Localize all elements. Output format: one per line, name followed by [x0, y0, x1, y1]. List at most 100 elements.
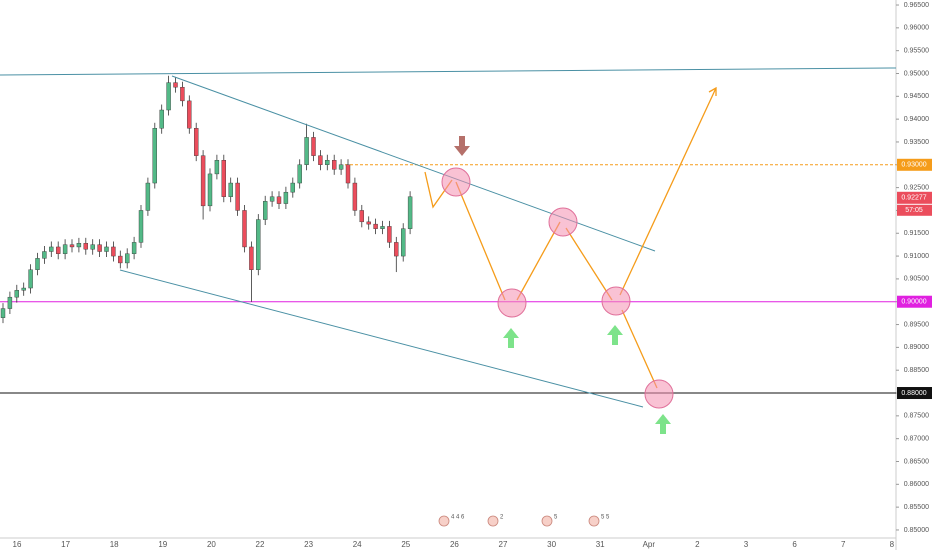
candle-body — [380, 226, 385, 229]
event-label: 4 4 6 — [451, 515, 465, 521]
x-tick-label: 8 — [890, 540, 895, 549]
candle-body — [297, 164, 302, 184]
price-tag — [897, 158, 932, 171]
candle-body — [138, 210, 144, 243]
arrow-head — [708, 86, 717, 96]
candle-body — [56, 246, 61, 254]
candle-body — [332, 160, 337, 170]
countdown-tag — [897, 204, 932, 216]
y-tick-label: 0.87000 — [904, 436, 929, 443]
price-tag-label: 0.93000 — [901, 162, 926, 169]
candle-body — [200, 155, 206, 207]
y-tick-label: 0.95000 — [904, 70, 929, 77]
y-tick-label: 0.93500 — [904, 139, 929, 146]
candle-body — [69, 244, 75, 248]
price-tag-label: 0.88000 — [901, 390, 926, 397]
candle-body — [352, 182, 358, 211]
price-tag — [897, 295, 932, 308]
candle-body — [166, 82, 171, 111]
up-arrow — [503, 328, 519, 348]
candle-body — [111, 246, 116, 257]
target-circle — [441, 167, 471, 197]
arrow-path — [565, 227, 613, 301]
candle-body — [14, 290, 20, 298]
candle-body — [373, 223, 378, 229]
candle-body — [42, 251, 47, 259]
candle-body — [187, 100, 192, 129]
candle-body — [366, 221, 371, 225]
up-arrow — [607, 325, 623, 345]
candle-body — [290, 182, 295, 193]
candle-body — [76, 243, 82, 248]
y-tick-label: 0.95500 — [904, 48, 929, 55]
y-tick-label: 0.89000 — [904, 344, 929, 351]
y-tick-label: 0.91000 — [904, 253, 929, 260]
event-label: 2 — [500, 515, 504, 521]
event-icon — [588, 515, 600, 527]
arrow-path — [516, 221, 561, 301]
candle-body — [145, 182, 151, 211]
y-tick-label: 0.91500 — [904, 230, 929, 237]
last-price-label: 0.92277 — [901, 195, 926, 202]
candle-body — [359, 210, 364, 223]
candle-body — [311, 137, 316, 156]
x-tick-label: 26 — [450, 540, 459, 549]
candle-body — [263, 201, 268, 220]
price-tag — [897, 387, 932, 400]
arrow-path — [621, 309, 658, 389]
candle-body — [269, 196, 275, 202]
target-circle — [548, 207, 578, 237]
candle-body — [407, 196, 413, 229]
candle-body — [90, 244, 95, 250]
candle-body — [318, 155, 323, 165]
y-tick-label: 0.87500 — [904, 413, 929, 420]
candle-body — [124, 253, 130, 264]
y-tick-label: 0.86500 — [904, 458, 929, 465]
candle-body — [131, 242, 137, 254]
trend-line — [119, 269, 644, 408]
x-tick-label: 19 — [158, 540, 167, 549]
event-icon — [438, 515, 450, 527]
x-tick-label: 20 — [207, 540, 216, 549]
event-icon — [487, 515, 499, 527]
x-tick-label: 3 — [744, 540, 749, 549]
trend-line — [0, 67, 897, 76]
x-tick-label: 24 — [353, 540, 362, 549]
y-tick-label: 0.88500 — [904, 367, 929, 374]
candle-body — [159, 109, 164, 129]
event-icon — [541, 515, 553, 527]
candle-body — [214, 160, 220, 175]
candle-body — [62, 244, 68, 254]
countdown-label: 57:05 — [905, 207, 923, 214]
candle-body — [401, 228, 406, 257]
y-tick-label: 0.96500 — [904, 2, 929, 9]
candle-body — [304, 137, 309, 165]
axes: 0.96500 0.96000 0.95500 0.95000 0.94500 0.940… — [13, 2, 932, 549]
x-tick-label: 6 — [792, 540, 797, 549]
x-tick-label: 17 — [61, 540, 70, 549]
candle-body — [394, 242, 399, 257]
candle-body — [152, 128, 158, 184]
candle-body — [276, 196, 282, 204]
x-tick-label: 25 — [401, 540, 410, 549]
candle-body — [228, 182, 233, 197]
candle-body — [325, 160, 330, 165]
candle-body — [104, 246, 109, 252]
candle-body — [221, 160, 227, 197]
candle-body — [283, 191, 289, 204]
y-tick-label: 0.94000 — [904, 116, 929, 123]
candle-body — [35, 258, 40, 270]
y-tick-label: 0.90500 — [904, 276, 929, 283]
candle-body — [173, 82, 178, 88]
target-circle — [497, 288, 527, 318]
candle-body — [207, 173, 213, 207]
x-tick-label: 30 — [547, 540, 556, 549]
candle-body — [256, 219, 261, 270]
candle-body — [21, 287, 26, 291]
arrow-path — [619, 87, 717, 296]
candle-body — [118, 255, 123, 264]
candle-body — [83, 243, 89, 250]
y-tick-label: 0.92500 — [904, 184, 929, 191]
arrow-path — [455, 181, 506, 301]
